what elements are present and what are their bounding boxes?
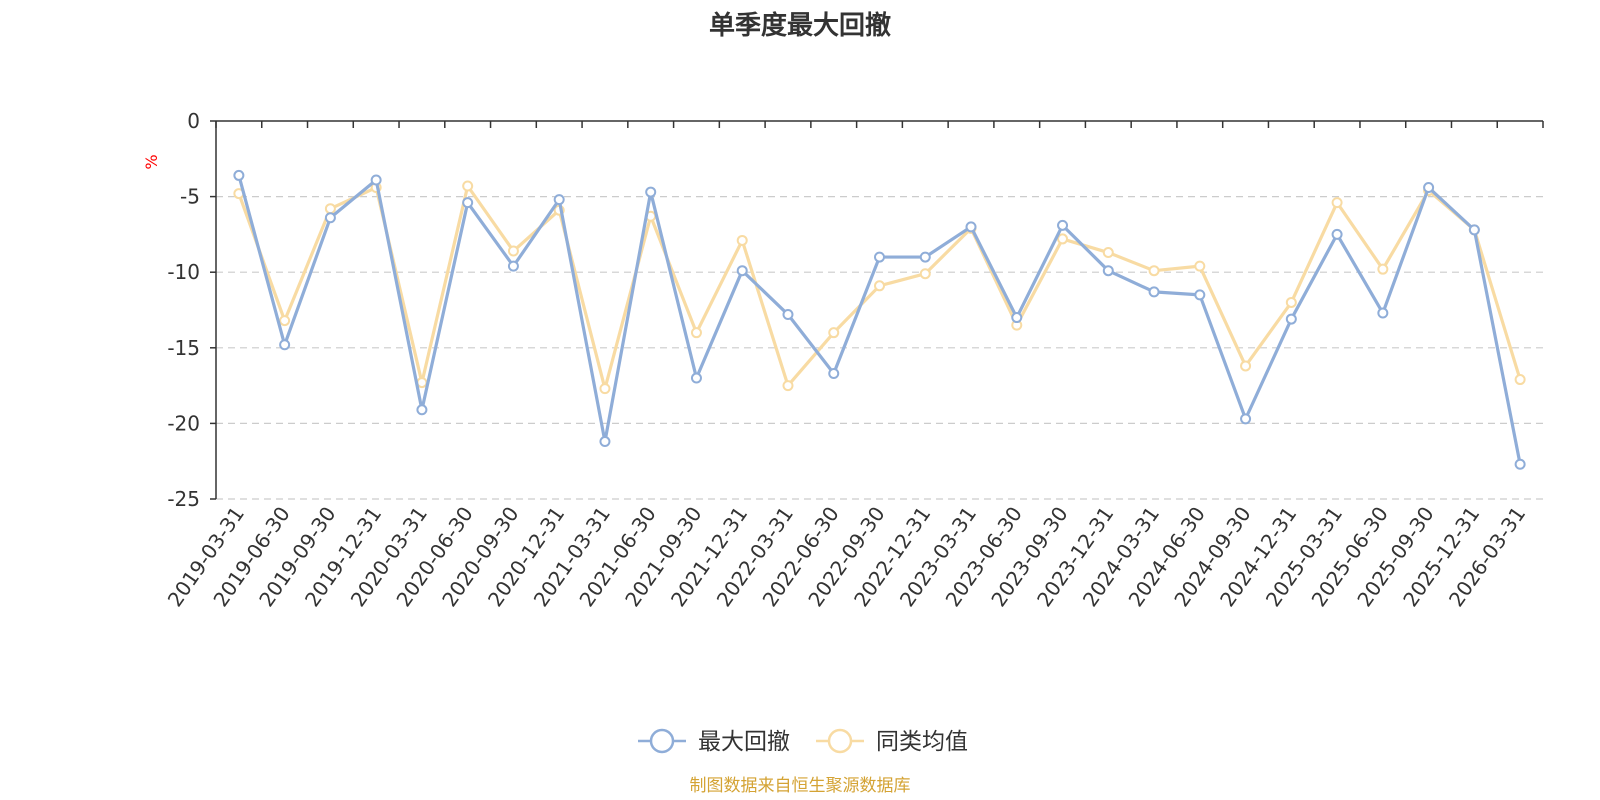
data-point xyxy=(736,234,748,246)
data-point xyxy=(1011,312,1023,324)
data-point xyxy=(1285,296,1297,308)
data-point xyxy=(370,174,382,186)
data-point xyxy=(1423,182,1435,194)
data-point xyxy=(1331,197,1343,209)
data-point xyxy=(1194,260,1206,272)
data-point xyxy=(828,368,840,380)
data-point xyxy=(1240,413,1252,425)
data-point xyxy=(599,383,611,395)
data-point xyxy=(1148,286,1160,298)
data-point xyxy=(507,245,519,257)
data-point xyxy=(919,268,931,280)
data-point xyxy=(1468,224,1480,236)
series-0 xyxy=(233,169,1526,470)
legend-marker xyxy=(827,728,853,754)
y-tick-label: -15 xyxy=(167,336,200,360)
data-point xyxy=(553,194,565,206)
y-tick-label: -5 xyxy=(180,185,200,209)
data-point xyxy=(1514,458,1526,470)
data-point xyxy=(690,372,702,384)
data-point xyxy=(279,339,291,351)
axes xyxy=(210,120,1544,500)
source-note: 制图数据来自恒生聚源数据库 xyxy=(690,776,911,796)
data-point xyxy=(416,404,428,416)
data-point xyxy=(782,380,794,392)
data-point xyxy=(1514,374,1526,386)
legend-label: 同类均值 xyxy=(876,729,968,755)
data-point xyxy=(324,203,336,215)
data-point xyxy=(1194,289,1206,301)
y-axis-label: % xyxy=(142,154,161,169)
legend-marker xyxy=(649,728,675,754)
y-tick-label: -10 xyxy=(167,260,200,284)
data-point xyxy=(782,309,794,321)
data-point xyxy=(1377,263,1389,275)
data-point xyxy=(690,327,702,339)
chart-title: 单季度最大回撤 xyxy=(709,10,891,41)
y-tick-label: -25 xyxy=(167,487,200,511)
y-tick-label: 0 xyxy=(187,109,200,133)
data-point xyxy=(1377,307,1389,319)
data-point xyxy=(1285,313,1297,325)
series-line xyxy=(237,175,1522,465)
data-point xyxy=(507,260,519,272)
data-point xyxy=(599,436,611,448)
data-point xyxy=(1057,233,1069,245)
x-tick-labels: 2019-03-312019-06-302019-09-302019-12-31… xyxy=(163,502,1531,611)
data-point xyxy=(1148,265,1160,277)
data-point xyxy=(965,221,977,233)
data-point xyxy=(462,180,474,192)
data-point xyxy=(233,169,245,181)
data-point xyxy=(645,186,657,198)
data-point xyxy=(462,197,474,209)
data-point xyxy=(1331,228,1343,240)
legend-label: 最大回撤 xyxy=(698,729,790,755)
data-point xyxy=(1057,219,1069,231)
series xyxy=(233,169,1526,470)
y-tick-label: -20 xyxy=(167,411,200,435)
y-tick-labels: 0 -5 -10 -15 -20 -25 xyxy=(167,109,200,511)
data-point xyxy=(1240,360,1252,372)
series-1 xyxy=(233,180,1526,395)
data-point xyxy=(919,251,931,263)
data-point xyxy=(279,315,291,327)
data-point xyxy=(324,212,336,224)
data-point xyxy=(874,280,885,292)
data-point xyxy=(416,377,428,389)
data-point xyxy=(736,265,748,277)
data-point xyxy=(1102,265,1114,277)
data-point xyxy=(1102,247,1114,259)
data-point xyxy=(874,251,885,263)
data-point xyxy=(828,327,840,339)
legend-item-0[interactable]: 最大回撤 xyxy=(638,728,790,755)
legend[interactable]: 最大回撤 同类均值 xyxy=(638,728,968,755)
legend-item-1[interactable]: 同类均值 xyxy=(816,728,968,755)
